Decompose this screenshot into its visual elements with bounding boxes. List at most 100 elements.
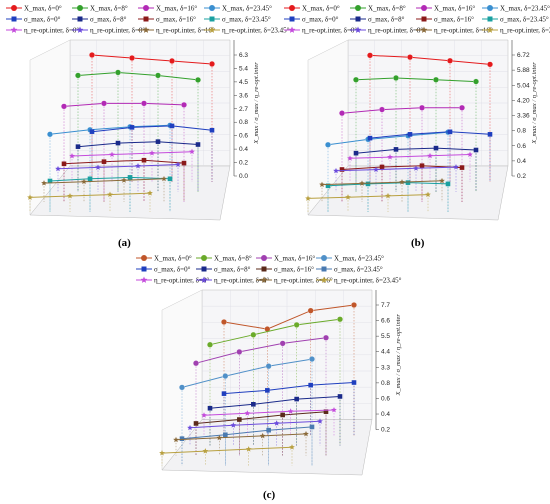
series-line	[327, 131, 449, 146]
floor	[161, 419, 373, 476]
data-point	[230, 422, 237, 428]
data-point	[115, 140, 121, 146]
legend-entry: X_max, δ=16°	[156, 5, 197, 13]
series-line	[175, 433, 307, 441]
data-point	[222, 373, 229, 380]
legend-marker	[487, 5, 493, 11]
z-tick-label: 5.04	[517, 82, 530, 89]
panel-a: X_max, δ=0° X_max, δ=8° X_max, δ=16° X_max,…	[6, 5, 290, 221]
series-line	[327, 182, 449, 187]
series-line	[341, 107, 462, 114]
series-line	[223, 382, 355, 395]
data-point	[279, 340, 286, 347]
data-point	[308, 382, 313, 388]
data-point	[155, 72, 161, 79]
data-point	[309, 356, 315, 363]
z-tick-label: 0.2	[381, 427, 390, 434]
data-point	[305, 195, 311, 201]
legend-entry: σ_max, δ=23.45°	[500, 16, 549, 24]
data-point	[379, 164, 385, 170]
data-point	[75, 144, 81, 149]
data-point	[61, 161, 67, 167]
data-point	[453, 164, 459, 170]
legend-marker	[208, 26, 216, 33]
legend-entry: X_max, δ=8°	[368, 5, 406, 13]
series-line	[29, 192, 151, 198]
legend-entry: X_max, δ=8°	[90, 5, 128, 13]
legend-marker	[11, 5, 17, 11]
series-line	[369, 54, 491, 65]
data-point	[202, 448, 209, 454]
series-line	[91, 125, 213, 133]
data-point	[147, 190, 153, 196]
legend-marker	[321, 266, 327, 272]
legend-marker	[260, 276, 268, 283]
legend-marker	[486, 26, 494, 33]
data-point	[353, 150, 359, 156]
data-point	[351, 380, 357, 385]
z-tick-label: 6.3	[239, 52, 248, 59]
series-line	[181, 358, 313, 388]
data-point	[121, 177, 127, 183]
data-point	[427, 152, 433, 159]
data-point	[303, 430, 309, 437]
data-point	[47, 131, 53, 138]
data-point	[55, 165, 61, 172]
legend-marker	[421, 16, 427, 22]
series-line	[195, 411, 327, 424]
data-point	[244, 410, 251, 416]
z-tick-label: 3.6	[239, 92, 248, 99]
data-point	[107, 191, 113, 197]
data-point	[325, 183, 331, 189]
data-point	[333, 167, 339, 174]
legend-entry: X_max, δ=23.45°	[500, 5, 550, 13]
legend-entry: η_re-opt.inter, δ=0°	[154, 277, 209, 285]
data-point	[351, 302, 357, 308]
series-line	[349, 154, 471, 159]
series-line	[321, 180, 443, 186]
legend-marker	[209, 5, 215, 11]
series-line	[355, 77, 477, 83]
series-line	[307, 194, 429, 199]
data-point	[61, 103, 67, 110]
legend-entry: X_max, δ=23.45°	[334, 255, 384, 263]
legend-marker	[261, 266, 267, 272]
legend-marker	[143, 5, 149, 11]
data-point	[385, 192, 391, 199]
data-point	[467, 151, 473, 157]
legend-marker	[142, 26, 150, 33]
data-point	[179, 384, 185, 391]
data-point	[309, 424, 315, 430]
data-point	[195, 142, 201, 147]
data-point	[173, 436, 179, 443]
series-line	[341, 165, 463, 170]
legend-entry: η_re-opt.inter, δ=8°	[90, 27, 145, 35]
data-point	[167, 176, 173, 182]
data-point	[319, 181, 325, 188]
panel-c-label: (c)	[263, 489, 276, 501]
data-point	[187, 424, 193, 431]
data-point	[487, 132, 493, 137]
legend-marker	[289, 5, 295, 11]
z-tick-label: 0.8	[239, 119, 248, 126]
data-point	[419, 104, 425, 111]
z-tick-label: 0.6	[381, 395, 390, 402]
legend-marker	[321, 255, 327, 261]
legend-entry: X_max, δ=8°	[214, 255, 252, 263]
data-point	[193, 360, 199, 367]
data-point	[101, 159, 107, 164]
panel-c: X_max, δ=0° X_max, δ=8° X_max, δ=16° X_max,…	[136, 255, 402, 476]
series-line	[77, 71, 199, 81]
data-point	[195, 76, 201, 83]
legend-entry: X_max, δ=0°	[24, 5, 62, 13]
legend-entry: η_re-opt.inter, δ=0°	[24, 27, 79, 35]
data-point	[47, 178, 53, 184]
series-line	[189, 420, 321, 429]
legend-marker	[10, 26, 18, 33]
series-line	[161, 446, 293, 454]
data-point	[67, 192, 73, 199]
series-line	[91, 54, 213, 65]
series-line	[49, 124, 171, 135]
data-point	[223, 432, 228, 438]
legend-marker	[143, 16, 149, 22]
